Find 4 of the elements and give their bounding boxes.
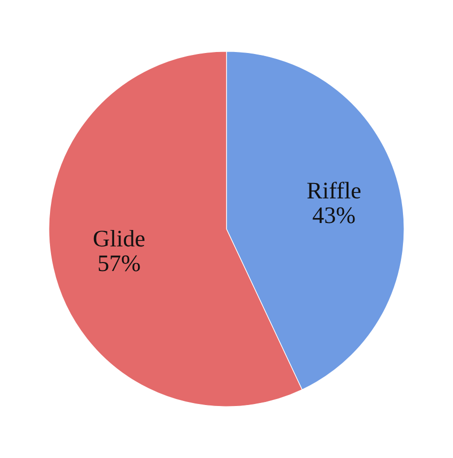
slice-label: Riffle [307,182,360,199]
data-label: 57% [98,255,140,272]
data-label: 43% [312,207,355,224]
slice-label: Glide [94,230,144,247]
